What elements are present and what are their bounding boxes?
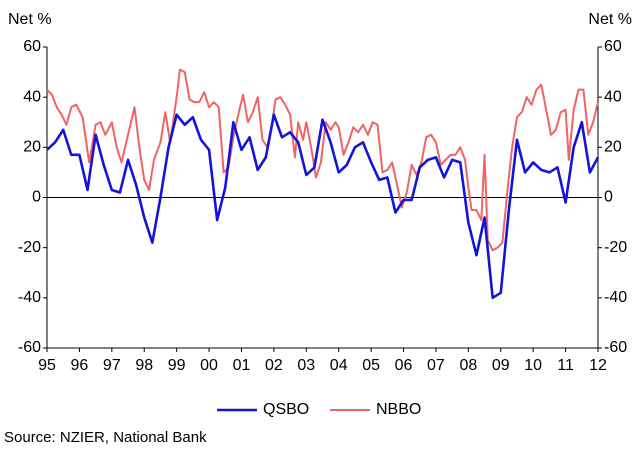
x-tick-label: 07 <box>427 357 445 374</box>
y-tick-label: 60 <box>23 38 41 55</box>
y-tick-label: -40 <box>18 289 41 306</box>
y2-tick-label: -60 <box>604 339 627 356</box>
legend-label: QSBO <box>263 401 309 418</box>
y2-tick-label: -20 <box>604 239 627 256</box>
x-tick-label: 99 <box>168 357 186 374</box>
y-axis-label: Net % <box>8 11 52 28</box>
y-tick-label: -20 <box>18 239 41 256</box>
y2-tick-label: 60 <box>604 38 622 55</box>
x-tick-label: 98 <box>135 357 153 374</box>
y2-tick-label: 40 <box>604 88 622 105</box>
x-tick-label: 02 <box>265 357 283 374</box>
source-note: Source: NZIER, National Bank <box>4 429 207 446</box>
x-tick-label: 01 <box>233 357 251 374</box>
y2-tick-label: -40 <box>604 289 627 306</box>
y2-tick-label: 0 <box>604 189 613 206</box>
y-tick-label: 20 <box>23 139 41 156</box>
legend-label: NBBO <box>376 401 421 418</box>
x-tick-label: 06 <box>395 357 413 374</box>
x-tick-label: 96 <box>71 357 89 374</box>
series-line <box>46 68 599 252</box>
x-tick-label: 11 <box>557 357 574 374</box>
y2-axis-label: Net % <box>588 11 632 28</box>
x-tick-label: 00 <box>200 357 218 374</box>
x-tick-label: 10 <box>524 357 542 374</box>
y-tick-label: 40 <box>23 88 41 105</box>
x-tick-label: 04 <box>330 357 348 374</box>
x-tick-label: 95 <box>38 357 56 374</box>
y-tick-label: 0 <box>32 189 41 206</box>
x-tick-label: 08 <box>459 357 477 374</box>
x-tick-label: 09 <box>492 357 510 374</box>
x-tick-label: 03 <box>297 357 315 374</box>
series-line <box>46 113 600 300</box>
y2-tick-label: 20 <box>604 139 622 156</box>
x-tick-label: 12 <box>589 357 607 374</box>
x-tick-label: 97 <box>103 357 121 374</box>
y-tick-label: -60 <box>18 339 41 356</box>
x-tick-label: 05 <box>362 357 380 374</box>
